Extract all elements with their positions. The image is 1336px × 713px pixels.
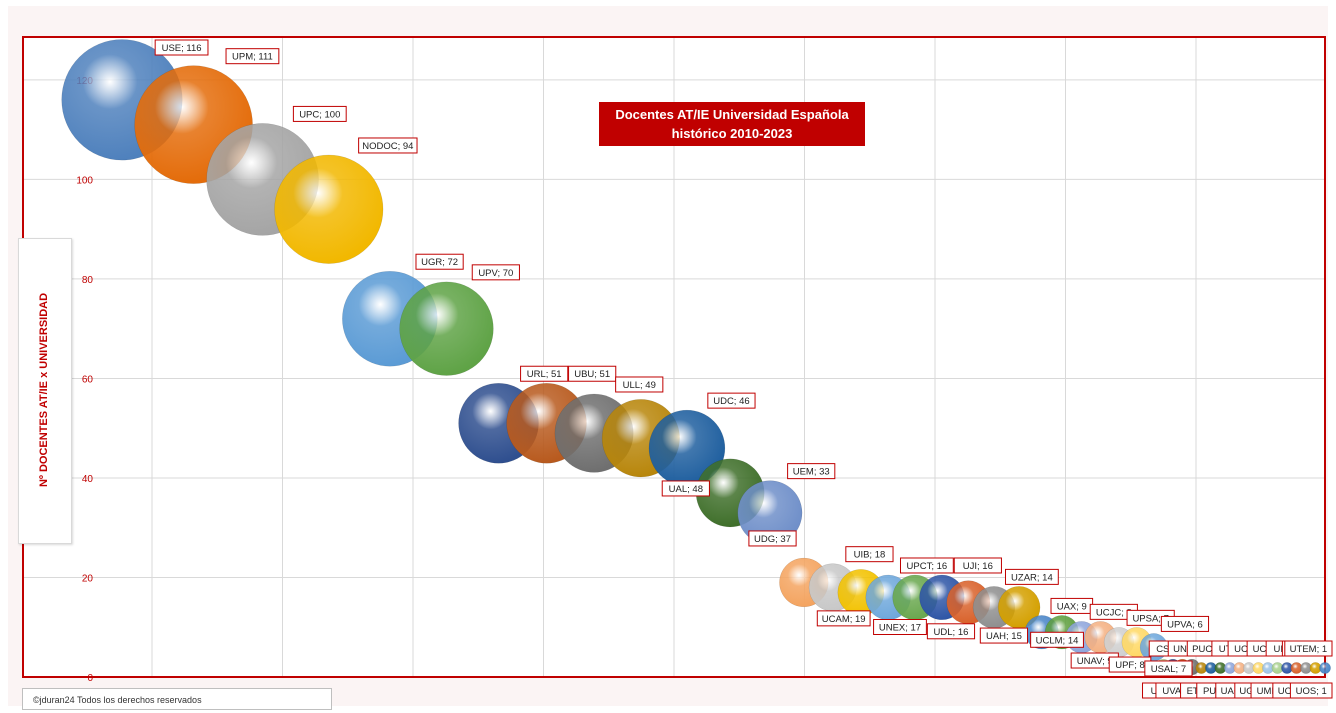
data-label-url: URL; 51: [520, 365, 569, 382]
svg-text:ULL; 49: ULL; 49: [623, 380, 656, 391]
svg-text:URL; 51: URL; 51: [527, 369, 562, 380]
data-label-ucam: UCAM; 19: [816, 610, 871, 627]
data-label-use: USE; 116: [154, 39, 209, 56]
svg-text:UTEM; 1: UTEM; 1: [1290, 644, 1327, 655]
y-tick-label: 80: [82, 275, 94, 286]
bubble-utem: [1319, 662, 1331, 674]
svg-text:UCAM; 19: UCAM; 19: [822, 614, 866, 625]
y-tick-label: 0: [87, 673, 93, 684]
svg-text:NODOC; 94: NODOC; 94: [362, 141, 413, 152]
svg-text:UPCT; 16: UPCT; 16: [907, 561, 948, 572]
data-label-uzar: UZAR; 14: [1004, 568, 1059, 585]
svg-text:UPVA; 6: UPVA; 6: [1167, 619, 1203, 630]
svg-text:UOS; 1: UOS; 1: [1296, 686, 1327, 697]
data-label-upct: UPCT; 16: [899, 557, 954, 574]
bubble-nodoc: [274, 154, 384, 264]
data-label-uji: UJI; 16: [953, 557, 1002, 574]
data-label-nodoc: NODOC; 94: [358, 137, 418, 154]
svg-text:UPC; 100: UPC; 100: [299, 109, 340, 120]
data-label-uclm: UCLM; 14: [1030, 631, 1084, 648]
svg-text:UIB; 18: UIB; 18: [854, 550, 886, 561]
svg-text:UPSA; 7: UPSA; 7: [1132, 613, 1168, 624]
data-label-uah: UAH; 15: [979, 627, 1029, 644]
data-label-uos: UOS; 1: [1289, 682, 1333, 699]
svg-text:UNEX; 17: UNEX; 17: [879, 623, 921, 634]
y-tick-label: 20: [82, 573, 94, 584]
svg-text:UDL; 16: UDL; 16: [934, 627, 969, 638]
svg-text:UPV; 70: UPV; 70: [478, 268, 513, 279]
data-label-upc: UPC; 100: [292, 105, 347, 122]
svg-text:USE; 116: USE; 116: [162, 43, 202, 54]
data-label-utem: UTEM; 1: [1284, 640, 1333, 657]
svg-text:UCJC; 8: UCJC; 8: [1096, 607, 1132, 618]
svg-text:UJI; 16: UJI; 16: [963, 561, 993, 572]
chart-title: Docentes AT/IE Universidad Española hist…: [599, 102, 865, 146]
data-label-uib: UIB; 18: [845, 546, 894, 563]
chart-title-line1: Docentes AT/IE Universidad Española: [615, 107, 849, 122]
data-label-ull: ULL; 49: [615, 376, 664, 393]
svg-text:UDC; 46: UDC; 46: [713, 396, 749, 407]
data-label-unex: UNEX; 17: [873, 619, 927, 636]
data-label-usal: USAL; 7: [1144, 660, 1193, 677]
svg-text:UPF; 8: UPF; 8: [1115, 660, 1145, 671]
y-tick-label: 60: [82, 374, 94, 385]
bubble-upv: [399, 281, 494, 376]
y-axis-label: Nº DOCENTES AT/IE x UNIVERSIDAD: [38, 292, 50, 488]
data-label-upv: UPV; 70: [471, 264, 520, 281]
data-label-uax: UAX; 9: [1050, 597, 1094, 614]
svg-text:UBU; 51: UBU; 51: [574, 369, 610, 380]
svg-text:UDG; 37: UDG; 37: [754, 534, 791, 545]
svg-text:UAL; 48: UAL; 48: [669, 484, 703, 495]
svg-text:UCLM; 14: UCLM; 14: [1036, 635, 1079, 646]
svg-text:PUCC; 1: PUCC; 1: [1192, 644, 1229, 655]
copyright-notice: ©jduran24 Todos los derechos reservados: [22, 688, 332, 710]
data-label-upm: UPM; 111: [225, 48, 280, 65]
data-label-udl: UDL; 16: [926, 623, 976, 640]
data-label-ual: UAL; 48: [661, 480, 710, 497]
svg-text:UGR; 72: UGR; 72: [421, 257, 458, 268]
chart-title-line2: histórico 2010-2023: [671, 126, 793, 141]
svg-text:UAX; 9: UAX; 9: [1057, 601, 1087, 612]
y-tick-label: 100: [76, 175, 93, 186]
svg-text:UPM; 111: UPM; 111: [232, 52, 273, 63]
svg-text:USAL; 7: USAL; 7: [1151, 664, 1186, 675]
svg-text:UNAV; 9: UNAV; 9: [1077, 656, 1113, 667]
data-label-ugr: UGR; 72: [415, 253, 464, 270]
y-tick-label: 40: [82, 474, 94, 485]
data-label-udc: UDC; 46: [707, 392, 756, 409]
svg-text:UZAR; 14: UZAR; 14: [1011, 572, 1053, 583]
y-axis-label-box: [18, 238, 72, 544]
svg-text:UAH; 15: UAH; 15: [986, 631, 1022, 642]
data-label-udg: UDG; 37: [748, 530, 797, 547]
svg-text:UEM; 33: UEM; 33: [793, 467, 830, 478]
data-label-upva: UPVA; 6: [1160, 615, 1210, 632]
data-label-ubu: UBU; 51: [568, 365, 617, 382]
data-label-uem: UEM; 33: [787, 463, 836, 480]
